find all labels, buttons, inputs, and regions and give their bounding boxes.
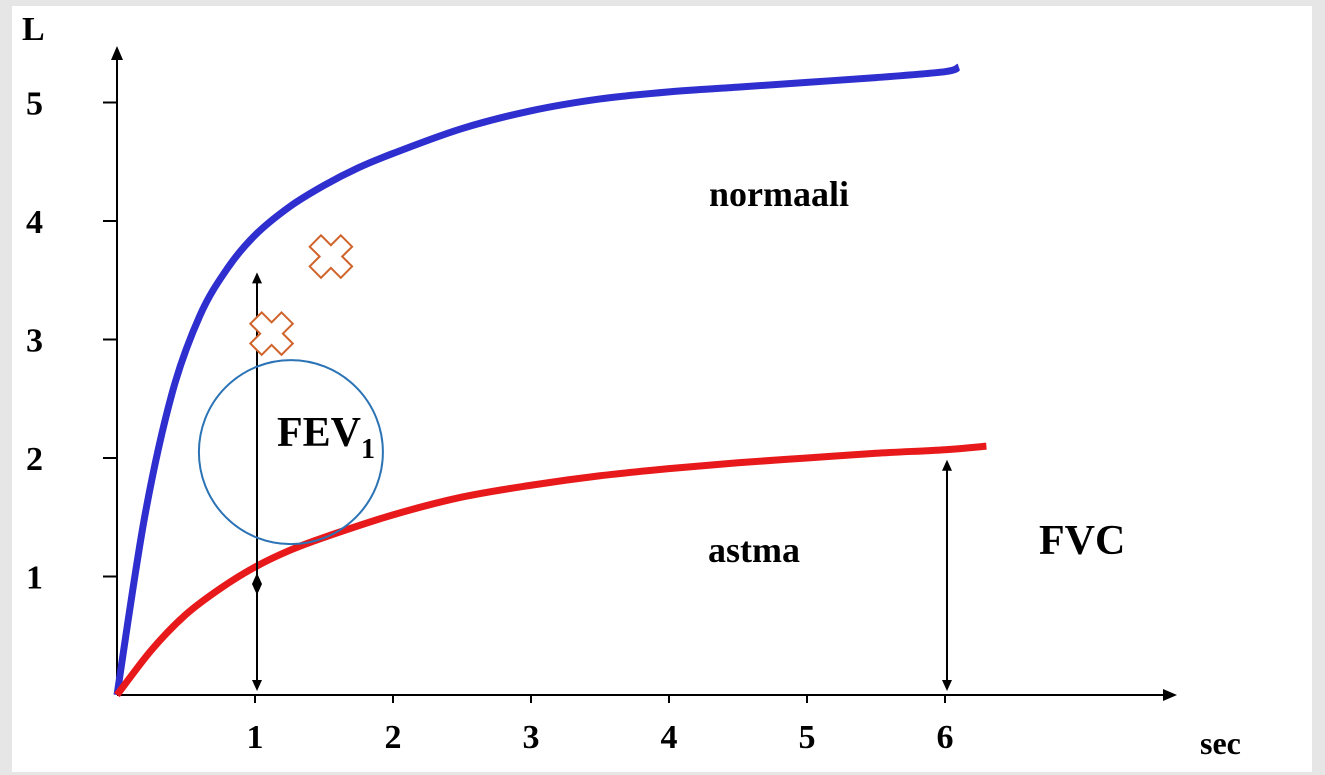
x-tick-label: 3	[523, 719, 540, 756]
y-axis-arrowhead	[111, 46, 123, 60]
y-tick-label: 2	[26, 441, 43, 478]
fev1-lower-arrow	[252, 573, 262, 691]
fvc-label: FVC	[1039, 518, 1125, 564]
x-tick-label: 1	[247, 719, 264, 756]
y-tick-label: 3	[26, 323, 43, 360]
fvc-arrow-head-bottom	[942, 680, 952, 691]
cross-marker	[308, 233, 354, 280]
x-tick-label: 2	[385, 719, 402, 756]
fev1-upper-arrow-head-top	[252, 272, 262, 284]
fev1-label-main: FEV	[277, 410, 361, 456]
y-tick-label: 1	[26, 560, 43, 597]
series-label-astma: astma	[708, 530, 800, 570]
fev1-label-subscript: 1	[361, 434, 375, 465]
axes: 1 2 3 4 5 6 1 2 3 4 5	[26, 46, 1177, 756]
fev1-lower-arrow-head-top	[252, 573, 262, 585]
y-tick-label: 4	[26, 204, 43, 241]
chart-labels: L sec normaali astma FVC FEV1	[22, 11, 1241, 761]
y-axis-label: L	[22, 11, 45, 48]
fev1-lower-arrow-head-bottom	[252, 680, 262, 691]
x-axis-label: sec	[1200, 725, 1241, 761]
cross-marker	[248, 310, 295, 357]
x-axis-arrowhead	[1163, 689, 1177, 701]
spirometry-chart: 1 2 3 4 5 6 1 2 3 4 5 L sec normaali astma FVC FEV…	[22, 11, 1241, 761]
fvc-arrow-head-top	[942, 459, 952, 471]
chart-panel: 1 2 3 4 5 6 1 2 3 4 5 L sec normaali astma FVC FEV…	[12, 6, 1312, 772]
x-tick-label: 6	[937, 719, 954, 756]
x-tick-label: 5	[799, 719, 816, 756]
y-tick-label: 5	[26, 86, 43, 123]
series-label-normaali: normaali	[709, 174, 849, 214]
annotations	[197, 233, 952, 691]
x-tick-label: 4	[661, 719, 678, 756]
series-line-normaali	[113, 63, 961, 696]
series-lines	[113, 63, 987, 698]
highlight-circle	[197, 359, 384, 546]
fvc-arrow	[942, 459, 952, 691]
fev1-label: FEV1	[277, 410, 375, 465]
series-line-astma	[114, 442, 987, 698]
